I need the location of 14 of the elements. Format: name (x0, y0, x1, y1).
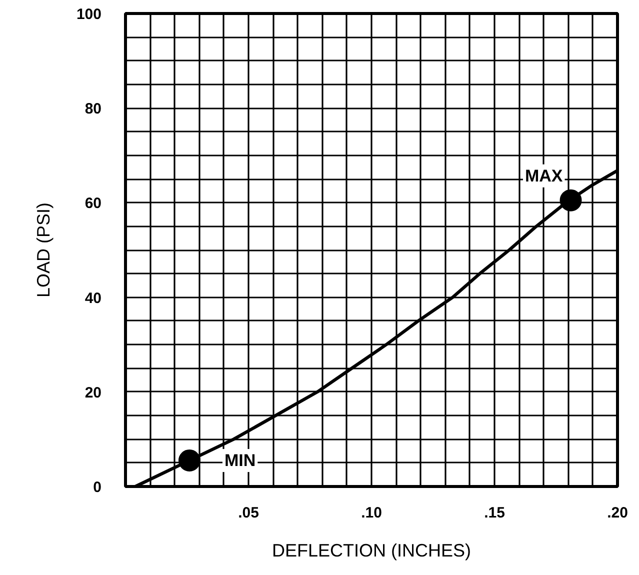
x-tick-label: .10 (361, 504, 382, 522)
x-tick-label: .15 (484, 504, 505, 522)
y-axis-title: LOAD (PSI) (33, 202, 54, 298)
y-tick-label: 40 (84, 290, 102, 307)
y-tick-label: 20 (84, 384, 102, 402)
y-tick-label: 100 (76, 6, 102, 23)
annotation: MIN (224, 450, 256, 470)
x-tick-label: .20 (607, 504, 628, 522)
annotation: MAX (524, 166, 564, 186)
y-tick-label: 80 (84, 100, 102, 118)
y-tick-label: 0 (93, 479, 102, 496)
x-axis-title: DEFLECTION (INCHES) (272, 540, 472, 560)
y-tick-label: 60 (84, 195, 102, 212)
x-tick-label: .05 (238, 504, 259, 522)
